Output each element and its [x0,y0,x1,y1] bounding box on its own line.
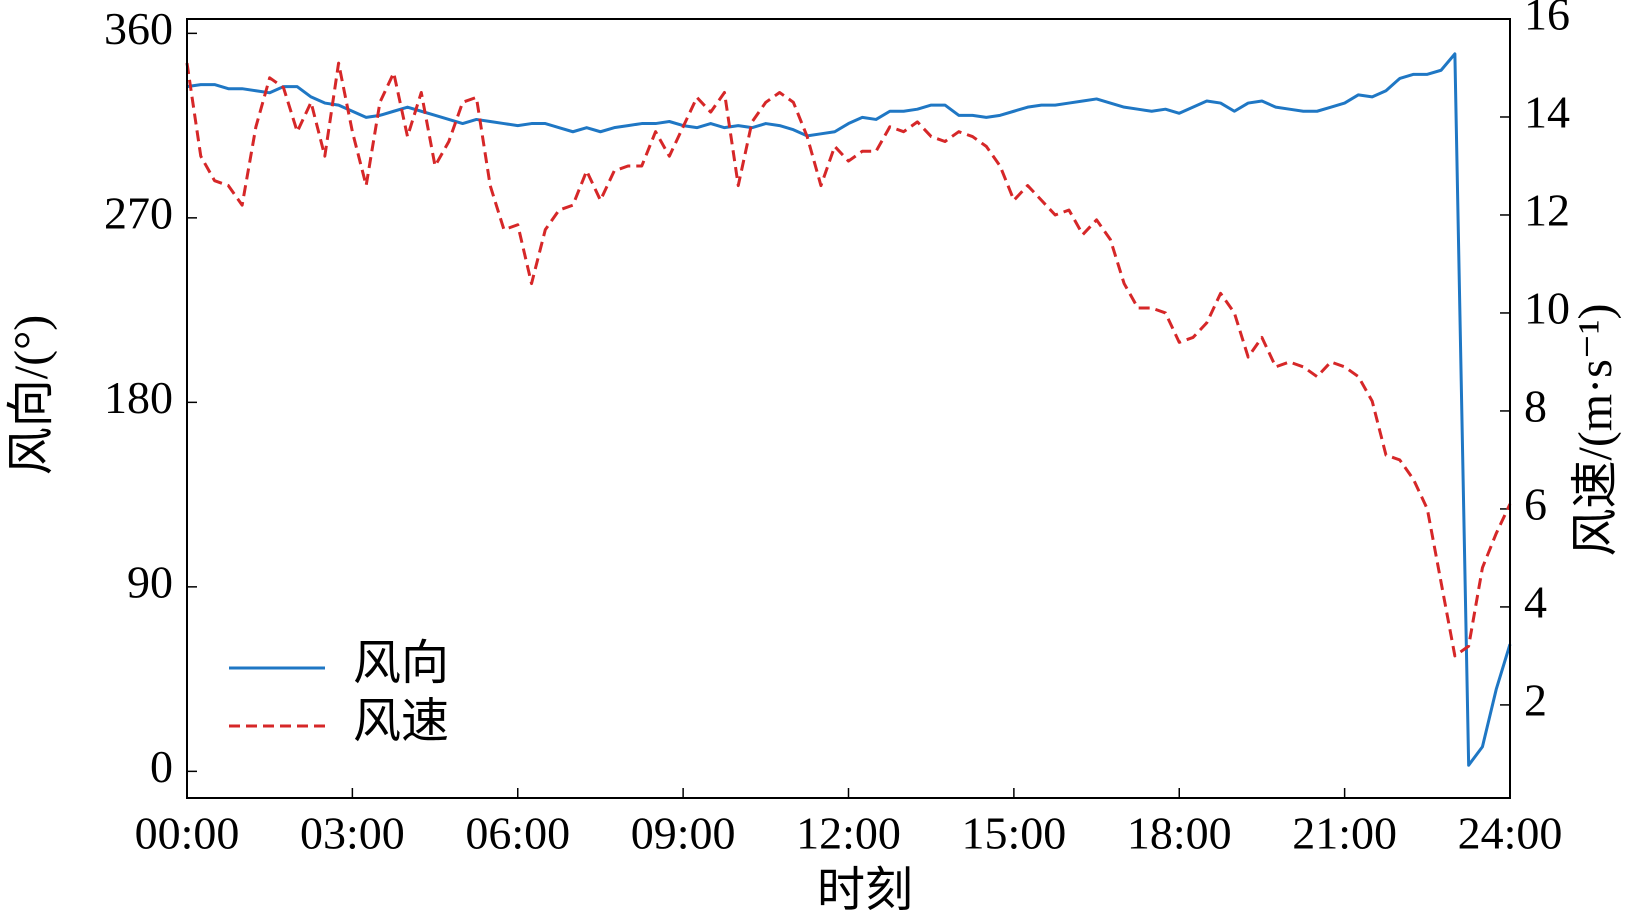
plot-frame [186,18,1511,799]
y-tick-label: 0 [150,741,173,792]
y2-tick-label: 6 [1524,478,1547,529]
y2-tick-label: 12 [1524,185,1570,236]
legend-label: 风向 [353,637,449,690]
y-tick-label: 270 [104,187,173,238]
y2-tick-label: 10 [1524,283,1570,334]
y2-tick-label: 16 [1524,0,1570,40]
x-axis-title: 时刻 [817,864,913,917]
y2-tick-label: 2 [1524,674,1547,725]
x-tick-label: 09:00 [631,808,736,859]
y-tick-label: 360 [104,3,173,54]
x-tick-label: 15:00 [961,808,1066,859]
y-axis-title: 风向/(°) [5,315,58,476]
y2-tick-label: 8 [1524,381,1547,432]
x-tick-label: 03:00 [300,808,405,859]
data-line [185,61,1512,658]
x-tick-label: 18:00 [1127,808,1232,859]
y2-tick-label: 14 [1524,87,1570,138]
x-tick-label: 12:00 [796,808,901,859]
x-tick-label: 24:00 [1458,808,1563,859]
legend-label: 风速 [353,695,449,748]
data-line [186,52,1512,767]
y2-axis-title: 风速/(m·s⁻¹) [1569,303,1622,556]
y-tick-label: 180 [104,372,173,423]
y-tick-label: 90 [127,556,173,607]
x-tick-label: 06:00 [465,808,570,859]
x-tick-label: 00:00 [135,808,240,859]
y2-tick-label: 4 [1524,576,1547,627]
x-tick-label: 21:00 [1292,808,1397,859]
